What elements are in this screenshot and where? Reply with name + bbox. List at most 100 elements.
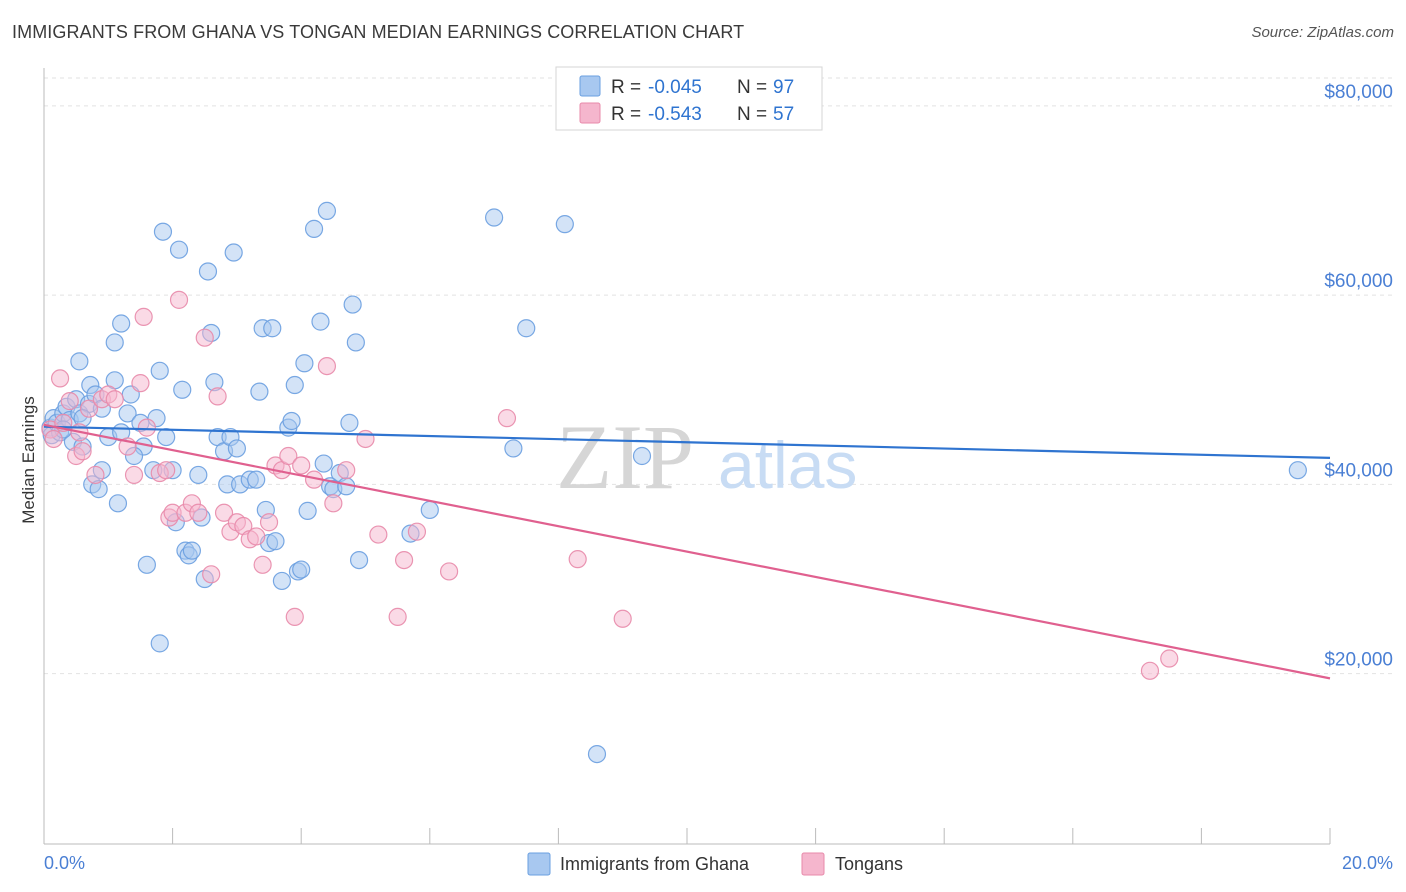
point-ghana [285, 375, 304, 395]
point-tongan [613, 609, 632, 628]
point-ghana [632, 446, 652, 466]
y-tick-label: $20,000 [1324, 650, 1393, 671]
point-ghana [182, 541, 201, 560]
point-tongan [407, 522, 427, 541]
point-tongan [189, 503, 208, 522]
point-ghana [343, 295, 362, 314]
point-ghana [108, 494, 128, 513]
x-ticks [43, 828, 1331, 844]
point-ghana [314, 454, 333, 473]
point-tongan [247, 527, 266, 546]
point-ghana [250, 382, 269, 401]
point-tongan [105, 390, 124, 409]
point-ghana [266, 532, 285, 551]
point-ghana [272, 571, 292, 591]
point-ghana [517, 319, 536, 338]
point-tongan [253, 555, 272, 574]
point-ghana [150, 361, 169, 380]
point-tongan [337, 461, 356, 480]
legend-r-label-tongan: R = [611, 104, 641, 125]
point-ghana [349, 550, 369, 570]
point-tongan [134, 307, 153, 326]
y-tick-label: $60,000 [1324, 271, 1393, 292]
x-tick-label-max: 20.0% [1342, 853, 1393, 873]
point-ghana [504, 439, 523, 458]
point-ghana [227, 439, 246, 458]
point-tongan [137, 418, 156, 437]
point-tongan [279, 446, 298, 466]
point-tongan [285, 607, 304, 626]
point-ghana [173, 380, 192, 399]
point-tongan [60, 392, 79, 411]
point-ghana [1288, 461, 1307, 480]
point-ghana [224, 243, 243, 262]
trend-line-ghana [43, 425, 1331, 459]
point-tongan [369, 525, 388, 544]
point-tongan [317, 356, 337, 376]
point-tongan [79, 399, 99, 418]
point-tongan [214, 503, 234, 522]
trend-line-tongan [43, 423, 1331, 680]
legend-n-label-ghana: N = [737, 77, 767, 98]
point-ghana [317, 201, 337, 220]
point-ghana [263, 319, 282, 338]
point-tongan [394, 550, 414, 570]
legend-n-label-tongan: N = [737, 104, 767, 125]
point-tongan [202, 565, 221, 584]
legend-swatch-tongan [579, 102, 601, 124]
point-ghana [198, 262, 218, 281]
point-tongan [324, 494, 343, 513]
y-tick-label: $80,000 [1324, 82, 1393, 103]
point-ghana [105, 333, 124, 352]
legend-bottom: Immigrants from Ghana Tongans [527, 852, 903, 876]
chart-title: IMMIGRANTS FROM GHANA VS TONGAN MEDIAN E… [12, 22, 745, 42]
point-tongan [157, 461, 176, 480]
watermark: ZIP atlas [556, 406, 857, 508]
gridlines [44, 77, 1392, 675]
point-tongan [124, 465, 144, 485]
legend-r-value-ghana: -0.045 [648, 77, 702, 98]
point-tongan [568, 550, 587, 569]
point-tongan [292, 456, 311, 475]
point-tongan [1160, 649, 1179, 668]
point-tongan [259, 513, 279, 532]
legend-n-value-tongan: 57 [773, 104, 794, 125]
legend-bottom-swatch-tongan [801, 852, 825, 876]
legend-swatch-ghana [579, 75, 601, 97]
y-axis-label: Median Earnings [19, 396, 38, 524]
point-ghana [153, 222, 173, 241]
legend-r-value-tongan: -0.543 [648, 104, 702, 125]
point-ghana [420, 500, 439, 520]
point-ghana [247, 470, 266, 489]
watermark-zip: ZIP [556, 406, 694, 508]
point-ghana [555, 215, 574, 234]
point-ghana [311, 312, 330, 331]
x-tick-label-min: 0.0% [44, 853, 85, 873]
y-tick-label: $40,000 [1324, 460, 1393, 481]
point-tongan [131, 374, 150, 393]
point-tongan [497, 409, 517, 428]
point-tongan [169, 290, 189, 309]
point-tongan [50, 369, 70, 388]
legend-top: R = -0.045 N = 97 R = -0.543 N = 57 [555, 66, 823, 131]
point-tongan [1140, 661, 1160, 680]
point-tongan [73, 442, 92, 461]
legend-n-value-ghana: 97 [773, 77, 794, 98]
point-ghana [118, 404, 137, 423]
point-ghana [485, 208, 504, 227]
point-ghana [292, 560, 311, 579]
point-ghana [112, 314, 131, 333]
legend-bottom-swatch-ghana [527, 852, 551, 876]
point-ghana [70, 352, 89, 371]
point-ghana [304, 219, 324, 238]
point-tongan [208, 387, 227, 406]
point-tongan [44, 429, 63, 449]
legend-bottom-label-ghana: Immigrants from Ghana [560, 854, 750, 874]
legend-r-label-ghana: R = [611, 77, 641, 98]
point-ghana [189, 465, 208, 485]
point-ghana [346, 333, 365, 352]
chart-source: Source: ZipAtlas.com [1251, 24, 1394, 41]
point-ghana [157, 427, 176, 447]
point-ghana [298, 501, 317, 520]
